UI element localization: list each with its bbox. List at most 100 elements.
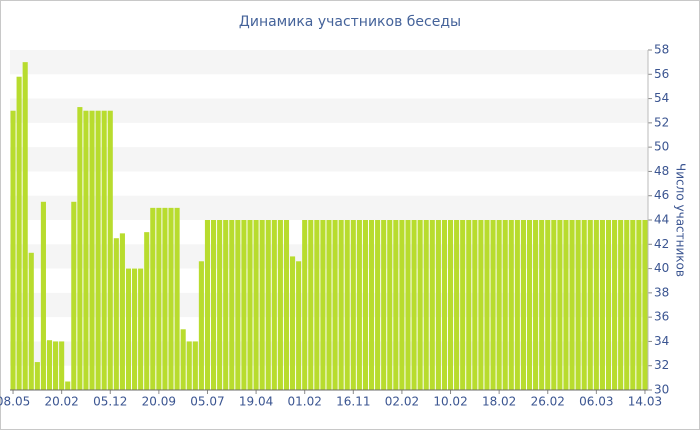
x-tick-label: 26.02 — [531, 395, 565, 409]
bar — [125, 268, 132, 390]
bar — [423, 220, 429, 390]
bar — [441, 220, 447, 390]
x-tick-label: 06.03 — [579, 395, 613, 409]
bar — [198, 261, 204, 390]
bar — [217, 220, 223, 390]
bar — [28, 252, 34, 390]
bar — [563, 220, 569, 390]
grid-band — [10, 195, 648, 220]
bar — [65, 381, 71, 390]
bar — [180, 329, 186, 390]
bar — [593, 220, 599, 390]
x-tick-label: 20.09 — [142, 395, 176, 409]
bar — [132, 268, 138, 390]
grid-band — [10, 98, 648, 123]
bar — [569, 220, 575, 390]
bar — [223, 220, 229, 390]
y-tick-label: 56 — [654, 67, 669, 81]
x-tick-label: 14.03 — [628, 395, 662, 409]
bar — [89, 110, 95, 390]
x-tick-label: 01.02 — [288, 395, 322, 409]
bar — [156, 207, 162, 390]
bar — [368, 220, 375, 390]
bar — [119, 233, 125, 390]
y-tick-label: 42 — [654, 237, 669, 251]
bar — [447, 220, 454, 390]
x-tick-label: 10.02 — [433, 395, 467, 409]
bar — [34, 362, 40, 390]
bar — [417, 220, 423, 390]
bar — [338, 220, 344, 390]
chart-title: Динамика участников беседы — [239, 14, 461, 30]
bar — [320, 220, 326, 390]
bar — [435, 220, 441, 390]
bar — [83, 110, 89, 390]
bar — [235, 220, 241, 390]
bar — [174, 207, 180, 390]
bar — [514, 220, 520, 390]
bar — [575, 220, 581, 390]
bar — [289, 256, 296, 390]
bar — [375, 220, 381, 390]
bar — [113, 238, 119, 390]
bar — [192, 341, 198, 390]
bar — [53, 341, 59, 390]
bar — [612, 220, 618, 390]
bar — [308, 220, 314, 390]
bar — [204, 220, 211, 390]
bar — [277, 220, 283, 390]
bar — [144, 232, 150, 390]
bar — [642, 220, 648, 390]
bar — [618, 220, 624, 390]
y-tick-label: 52 — [654, 115, 669, 129]
bar — [405, 220, 411, 390]
x-tick-label: 02.02 — [385, 395, 419, 409]
bar — [253, 220, 259, 390]
y-tick-label: 58 — [654, 43, 669, 57]
bar — [314, 220, 320, 390]
bar — [545, 220, 551, 390]
y-tick-label: 30 — [654, 383, 669, 397]
bar — [302, 220, 308, 390]
x-tick-label: 19.04 — [239, 395, 273, 409]
bar — [46, 340, 53, 390]
bar — [460, 220, 466, 390]
y-tick-label: 38 — [654, 285, 669, 299]
bar — [71, 201, 77, 390]
bar — [326, 220, 332, 390]
y-tick-label: 50 — [654, 140, 669, 154]
bar — [411, 220, 417, 390]
bar — [150, 207, 156, 390]
bar — [283, 220, 290, 390]
y-tick-label: 46 — [654, 188, 669, 202]
y-tick-label: 36 — [654, 310, 669, 324]
bar — [557, 220, 563, 390]
x-tick-label: 05.07 — [190, 395, 224, 409]
x-tick-label: 16.11 — [336, 395, 370, 409]
x-tick-label: 05.12 — [93, 395, 127, 409]
bar — [22, 62, 28, 391]
bar — [636, 220, 642, 390]
bar — [496, 220, 502, 390]
bar — [211, 220, 217, 390]
bar — [77, 107, 83, 391]
bar — [101, 110, 107, 390]
grid-band — [10, 50, 648, 75]
bar — [526, 220, 533, 390]
bar — [265, 220, 271, 390]
bar — [508, 220, 514, 390]
bar — [605, 220, 612, 390]
bar — [332, 220, 338, 390]
bar — [59, 341, 65, 390]
bar — [490, 220, 496, 390]
bar — [551, 220, 557, 390]
y-tick-label: 40 — [654, 261, 669, 275]
bar — [344, 220, 350, 390]
bar — [40, 201, 46, 390]
bar — [296, 261, 302, 390]
bar — [356, 220, 362, 390]
bar — [502, 220, 508, 390]
bar — [429, 220, 435, 390]
bar — [581, 220, 587, 390]
